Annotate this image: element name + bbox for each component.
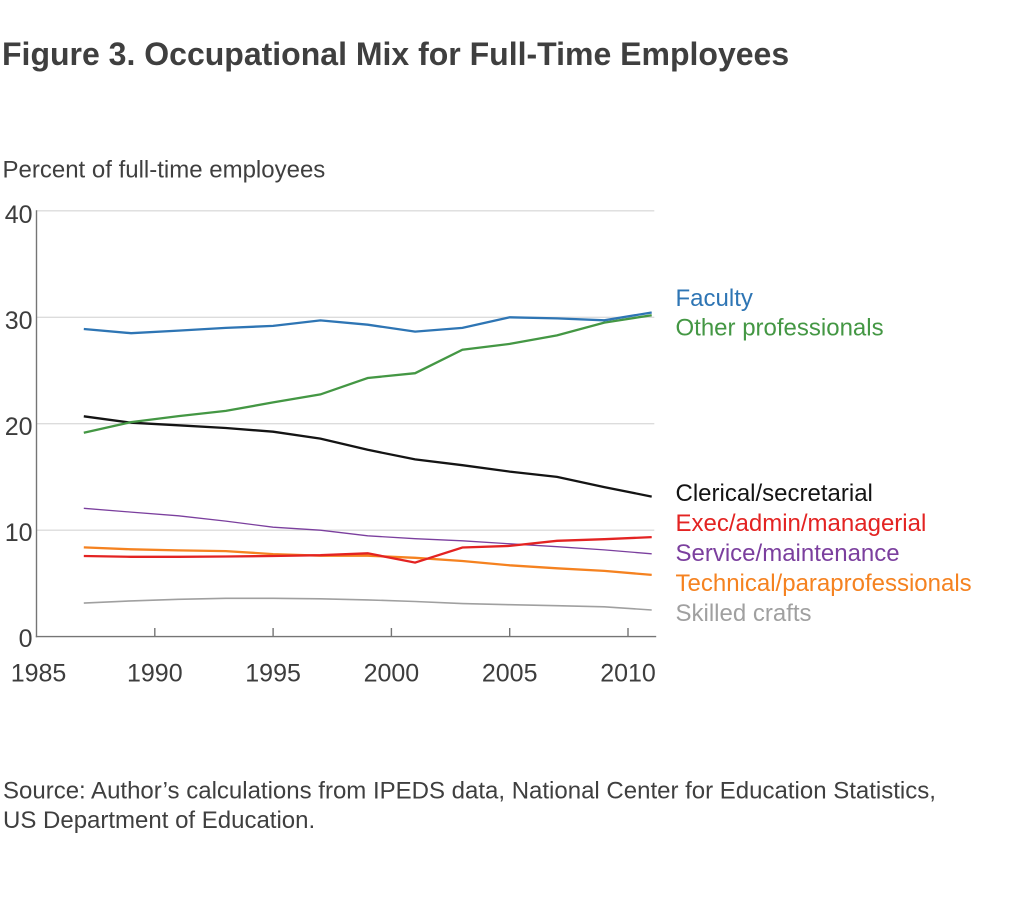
svg-text:30: 30 — [5, 307, 33, 335]
svg-text:20: 20 — [5, 413, 33, 441]
svg-text:1990: 1990 — [127, 659, 183, 687]
svg-text:Service/maintenance: Service/maintenance — [676, 540, 900, 567]
svg-text:2000: 2000 — [364, 659, 420, 687]
svg-text:Percent of full-time employees: Percent of full-time employees — [3, 157, 326, 184]
svg-text:10: 10 — [5, 519, 33, 547]
svg-text:Clerical/secretarial: Clerical/secretarial — [676, 480, 873, 507]
svg-text:1995: 1995 — [245, 659, 301, 687]
svg-text:US Department of Education.: US Department of Education. — [3, 807, 315, 834]
svg-text:0: 0 — [19, 625, 33, 653]
svg-text:Figure 3. Occupational Mix for: Figure 3. Occupational Mix for Full-Time… — [2, 36, 789, 72]
svg-text:Other professionals: Other professionals — [676, 314, 884, 341]
svg-text:1985: 1985 — [11, 659, 67, 687]
svg-text:Faculty: Faculty — [676, 285, 753, 312]
svg-text:Source: Author’s calculations: Source: Author’s calculations from IPEDS… — [3, 778, 936, 805]
svg-text:Technical/paraprofessionals: Technical/paraprofessionals — [676, 570, 972, 597]
svg-text:Exec/admin/managerial: Exec/admin/managerial — [676, 510, 927, 537]
svg-text:2010: 2010 — [600, 659, 656, 687]
svg-text:40: 40 — [5, 201, 33, 229]
svg-text:Skilled crafts: Skilled crafts — [676, 600, 812, 627]
svg-text:2005: 2005 — [482, 659, 538, 687]
